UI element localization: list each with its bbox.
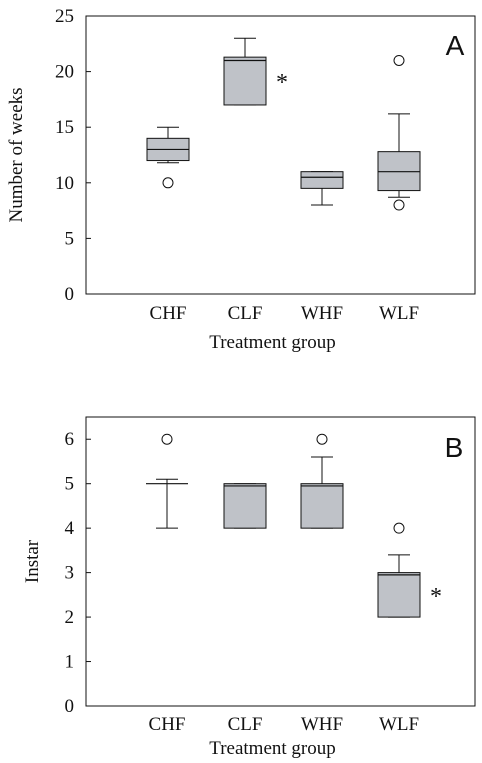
y-tick-label: 0 [65, 696, 75, 717]
y-tick-label: 10 [55, 173, 74, 194]
significance-marker: * [276, 70, 288, 96]
x-tick-label: CLF [228, 714, 263, 735]
y-tick-label: 6 [65, 429, 75, 450]
panel-a: 0 5 10 15 20 25 Number of weeks CHF CLF WHF WLF Tre… [6, 6, 476, 353]
outlier-point [393, 522, 405, 534]
y-axis-label: Number of weeks [6, 87, 27, 222]
outlier-point [393, 199, 405, 211]
box-chf [146, 433, 188, 529]
y-tick-label: 5 [65, 228, 75, 249]
y-tick-label: 0 [65, 284, 75, 305]
box-whf [300, 433, 344, 529]
box-wlf: * [377, 522, 442, 618]
box-iqr [223, 483, 267, 529]
panel-b: 0 1 2 3 4 5 6 Instar CHF CLF WHF WLF Treatment group… [22, 416, 476, 759]
outlier-point [316, 433, 328, 445]
outlier-point [161, 433, 173, 445]
outlier-point [162, 177, 174, 189]
y-tick-label: 5 [65, 474, 75, 495]
outlier-point [393, 54, 405, 66]
panel-label: B [445, 432, 464, 463]
y-tick-label: 4 [65, 518, 75, 539]
x-axis-label: Treatment group [209, 332, 335, 353]
y-tick-label: 20 [55, 62, 74, 83]
x-tick-label: WHF [301, 303, 343, 324]
box-clf: * [223, 37, 288, 106]
box-iqr [300, 483, 344, 529]
box-iqr [377, 572, 421, 618]
x-axis-label: Treatment group [209, 738, 335, 759]
x-tick-label: WLF [379, 714, 419, 735]
plot-frame [85, 416, 476, 707]
y-tick-label: 1 [65, 652, 75, 673]
box-chf [146, 126, 190, 189]
x-tick-label: WLF [379, 303, 419, 324]
plot-frame [85, 15, 476, 295]
y-tick-label: 2 [65, 607, 75, 628]
panel-label: A [446, 30, 465, 61]
y-axis-label: Instar [22, 539, 43, 583]
x-tick-label: CLF [228, 303, 263, 324]
box-wlf [377, 54, 421, 211]
x-tick-label: WHF [301, 714, 343, 735]
x-tick-label: CHF [149, 714, 186, 735]
x-tick-label: CHF [150, 303, 187, 324]
box-clf [223, 483, 267, 529]
significance-marker: * [430, 584, 442, 610]
box-whf [300, 171, 344, 206]
y-tick-label: 15 [55, 117, 74, 138]
y-tick-label: 25 [55, 6, 74, 27]
y-tick-label: 3 [65, 563, 75, 584]
box-iqr [223, 56, 267, 106]
box-iqr [300, 171, 344, 189]
